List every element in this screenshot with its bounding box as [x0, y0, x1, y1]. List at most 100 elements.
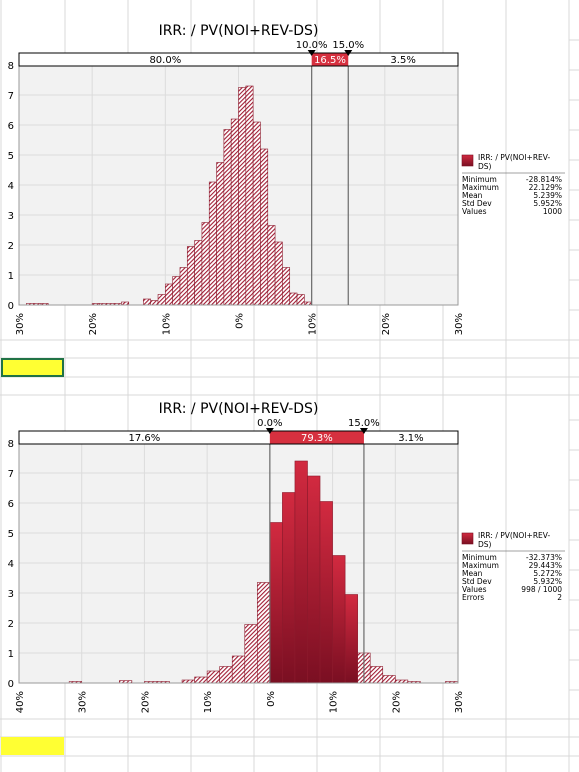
selected-cell[interactable]: [1, 358, 64, 377]
histogram-bar[interactable]: [186, 246, 195, 306]
histogram-bar[interactable]: [219, 666, 233, 684]
legend-stat-value: 1000: [543, 207, 562, 216]
histogram-bar[interactable]: [252, 121, 261, 306]
legend-series-name-cont: DS): [478, 540, 492, 549]
y-tick-label: 6: [8, 499, 14, 510]
y-tick-label: 0: [8, 301, 14, 312]
y-tick-label: 5: [8, 529, 14, 540]
histogram-bar[interactable]: [332, 555, 346, 684]
left-marker-triangle-icon[interactable]: [307, 50, 316, 56]
histogram-bar[interactable]: [194, 676, 208, 684]
legend-stat-label: Minimum: [462, 553, 497, 562]
histogram-bar[interactable]: [238, 87, 247, 306]
histogram-bar[interactable]: [150, 300, 159, 306]
histogram-bar[interactable]: [216, 162, 225, 306]
histogram-bar[interactable]: [369, 666, 384, 684]
histogram-bar[interactable]: [231, 655, 246, 684]
histogram-bar[interactable]: [289, 292, 298, 306]
histogram-bar[interactable]: [294, 460, 308, 684]
histogram-bar[interactable]: [319, 501, 333, 684]
chart-title: IRR: / PV(NOI+REV-DS): [159, 401, 319, 417]
legend-series-name-cont: DS): [478, 162, 492, 171]
histogram-bar[interactable]: [194, 240, 203, 306]
histogram-bar[interactable]: [157, 294, 166, 306]
y-tick-label: 3: [8, 589, 14, 600]
histogram-bar[interactable]: [172, 276, 181, 306]
x-tick-label: 0%: [266, 691, 277, 707]
x-tick-label: -10%: [203, 691, 214, 713]
histogram-bar[interactable]: [282, 267, 291, 306]
legend-series-name: IRR: / PV(NOI+REV-: [478, 153, 550, 162]
legend-stat-value: 5.952%: [533, 199, 562, 208]
y-tick-label: 1: [8, 271, 14, 282]
histogram-bar[interactable]: [257, 582, 271, 684]
histogram-bar[interactable]: [143, 298, 151, 306]
x-tick-label: -20%: [88, 313, 99, 335]
histogram-bar[interactable]: [344, 594, 358, 684]
legend-stat-value: 5.239%: [533, 191, 562, 200]
histogram-bar[interactable]: [296, 294, 305, 306]
y-tick-label: 6: [8, 121, 14, 132]
x-tick-label: 20%: [381, 313, 392, 335]
histogram-bar[interactable]: [165, 283, 173, 306]
legend-stat-label: Errors: [462, 593, 484, 602]
legend-stat-value: 5.932%: [533, 577, 562, 586]
left-marker-label: 0.0%: [257, 418, 282, 429]
legend-stat-label: Minimum: [462, 175, 497, 184]
x-tick-label: -30%: [15, 313, 26, 335]
histogram-bar[interactable]: [179, 267, 188, 306]
legend-stat-label: Mean: [462, 191, 483, 200]
y-tick-label: 1: [8, 649, 14, 660]
histogram-bar[interactable]: [307, 475, 321, 684]
y-tick-label: 8: [8, 61, 14, 72]
left-marker-label: 10.0%: [296, 40, 328, 51]
x-tick-label: -30%: [78, 691, 89, 713]
band-middle-percent: 79.3%: [301, 433, 333, 444]
y-tick-label: 4: [8, 181, 14, 192]
histogram-bar[interactable]: [245, 85, 254, 306]
x-tick-label: 30%: [454, 313, 465, 335]
band-right-percent: 3.1%: [398, 433, 423, 444]
right-marker-label: 15.0%: [332, 40, 364, 51]
histogram-bar[interactable]: [206, 670, 220, 684]
legend-stat-value: 998 / 1000: [521, 585, 562, 594]
highlighted-cell[interactable]: [1, 737, 64, 755]
right-marker-triangle-icon[interactable]: [359, 428, 368, 434]
y-tick-label: 8: [8, 439, 14, 450]
probability-band-middle: [311, 53, 349, 66]
right-marker-triangle-icon[interactable]: [344, 50, 353, 56]
histogram-bar[interactable]: [260, 148, 269, 306]
histogram-bar[interactable]: [267, 225, 276, 306]
legend-stat-label: Maximum: [462, 561, 499, 570]
y-tick-label: 7: [8, 469, 14, 480]
x-tick-label: 10%: [308, 313, 319, 335]
histogram-bar[interactable]: [382, 675, 396, 684]
histogram-bar[interactable]: [230, 118, 239, 306]
histogram-bar[interactable]: [223, 129, 232, 306]
irr-histogram-chart-2[interactable]: IRR: / PV(NOI+REV-DS) 0 1 2 3 4 5 6 7 8 -40% -30% -2…: [0, 393, 579, 713]
legend-stat-value: 5.272%: [533, 569, 562, 578]
y-tick-label: 0: [8, 679, 14, 690]
x-tick-label: -10%: [161, 313, 172, 335]
histogram-bar[interactable]: [244, 624, 258, 684]
irr-histogram-chart-1[interactable]: IRR: / PV(NOI+REV-DS) 0 1 2 3 4 5 6 7 8 -30% -20% -1…: [0, 15, 579, 335]
legend-stat-label: Std Dev: [462, 577, 492, 586]
histogram-bar[interactable]: [274, 241, 283, 306]
y-tick-label: 7: [8, 91, 14, 102]
probability-band: [18, 430, 459, 445]
histogram-bar[interactable]: [201, 222, 210, 306]
legend-swatch: [461, 154, 474, 167]
band-middle-percent: 16.5%: [314, 55, 346, 66]
histogram-bar[interactable]: [208, 181, 217, 306]
y-tick-label: 2: [8, 241, 14, 252]
band-left-percent: 80.0%: [149, 55, 181, 66]
legend-stat-label: Values: [462, 585, 487, 594]
histogram-bar[interactable]: [269, 522, 283, 684]
x-tick-label: 0%: [235, 313, 246, 329]
legend-stat-value: 2: [557, 593, 562, 602]
probability-band-border: [18, 52, 459, 67]
histogram-bar[interactable]: [282, 492, 296, 684]
left-marker-triangle-icon[interactable]: [265, 428, 274, 434]
x-tick-label: 20%: [391, 691, 402, 713]
legend-stat-label: Values: [462, 207, 487, 216]
